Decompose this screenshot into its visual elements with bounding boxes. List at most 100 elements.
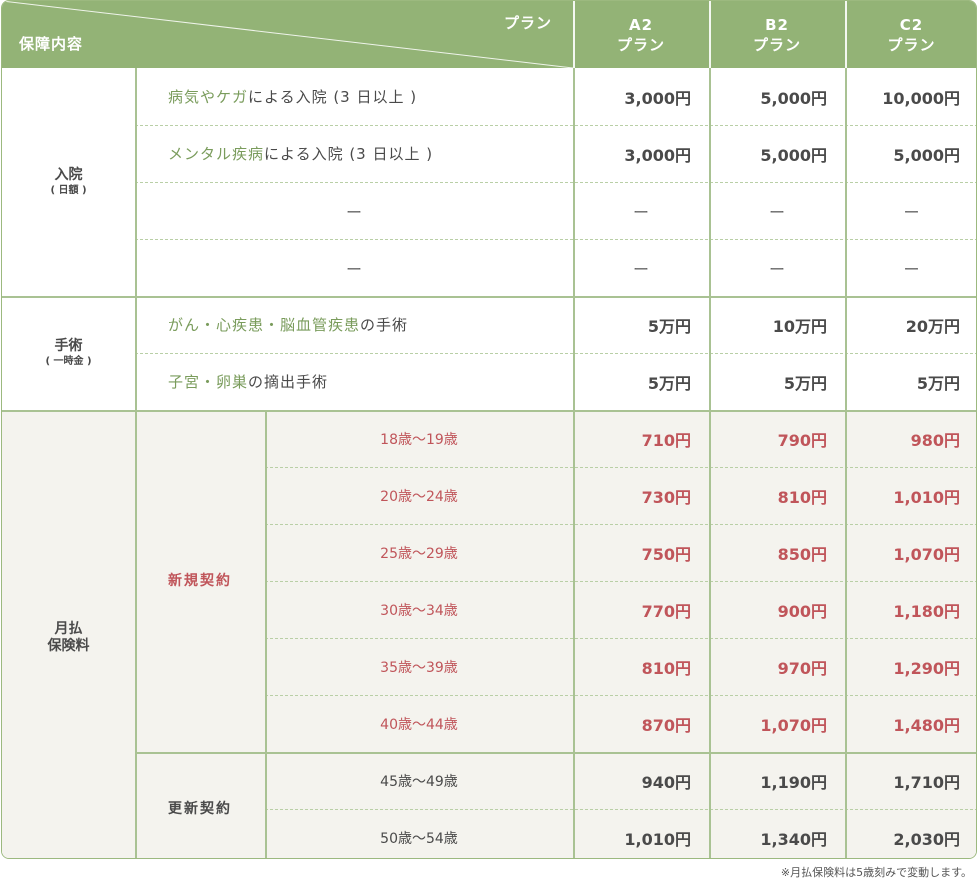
coverage-item: ー [345, 259, 362, 279]
price-cell: 710円 [641, 430, 691, 450]
category-sub: ( 一時金 ) [45, 356, 92, 367]
price-cell: 5万円 [916, 373, 960, 393]
coverage-item-text: による入院 (3 日以上 ) [264, 145, 434, 163]
category-title: 手術 [54, 338, 83, 354]
section-divider [2, 296, 976, 298]
age-range: 18歳〜19歳 [380, 431, 458, 448]
coverage-item: 病気やケガ による入院 (3 日以上 ) [135, 68, 573, 125]
price-cell: 1,480円 [893, 715, 960, 735]
price-cell: 1,290円 [893, 658, 960, 678]
renew-contract-label: 更新契約 [168, 800, 232, 817]
age-range: 20歳〜24歳 [380, 488, 458, 505]
price-cell: ー [768, 202, 785, 222]
price-cell: 980円 [910, 430, 960, 450]
age-range: 50歳〜54歳 [380, 830, 458, 847]
row-divider [265, 581, 976, 582]
row-divider [135, 239, 976, 240]
plan-a2-header: A2 プラン [573, 1, 709, 68]
price-cell: 940円 [641, 772, 691, 792]
table-header: 保障内容 プラン [2, 1, 976, 68]
col-divider [573, 68, 575, 858]
row-divider [265, 809, 976, 810]
row-divider [265, 524, 976, 525]
col-divider [709, 68, 711, 858]
coverage-item-text: の摘出手術 [248, 373, 329, 391]
header-divider [573, 1, 575, 68]
category-title: 月払 [54, 621, 83, 637]
category-surgery: 手術 ( 一時金 ) [2, 296, 135, 410]
coverage-item-highlight: 病気やケガ [168, 88, 249, 106]
price-cell: 1,070円 [893, 544, 960, 564]
section-divider [2, 410, 976, 412]
price-cell: 5,000円 [760, 145, 827, 165]
price-cell: 1,010円 [893, 487, 960, 507]
plan-suffix: プラン [752, 35, 801, 54]
category-title: 保険料 [47, 638, 90, 654]
price-cell: 870円 [641, 715, 691, 735]
age-range: 40歳〜44歳 [380, 716, 458, 733]
category-sub: ( 日額 ) [50, 185, 87, 196]
price-cell: 1,180円 [893, 601, 960, 621]
price-cell: 5万円 [783, 373, 827, 393]
price-cell: 1,340円 [760, 829, 827, 849]
price-cell: 20万円 [905, 316, 960, 336]
row-divider [135, 125, 976, 126]
price-cell: 5,000円 [760, 88, 827, 108]
premium-shade [2, 410, 976, 858]
price-cell: 10万円 [772, 316, 827, 336]
price-cell: ー [768, 259, 785, 279]
price-cell: 10,000円 [882, 88, 960, 108]
price-cell: ー [903, 202, 920, 222]
plan-code: A2 [628, 15, 654, 34]
plan-c2-header: C2 プラン [845, 1, 976, 68]
price-cell: 1,710円 [893, 772, 960, 792]
header-diagonal [2, 1, 573, 68]
price-cell: ー [903, 259, 920, 279]
plan-code: B2 [765, 15, 789, 34]
price-cell: 900円 [777, 601, 827, 621]
coverage-item: メンタル疾病 による入院 (3 日以上 ) [135, 125, 573, 182]
price-cell: 3,000円 [624, 88, 691, 108]
age-range: 30歳〜34歳 [380, 602, 458, 619]
coverage-item-highlight: メンタル疾病 [168, 145, 265, 163]
price-cell: ー [632, 202, 649, 222]
plan-suffix: プラン [887, 35, 936, 54]
price-cell: 850円 [777, 544, 827, 564]
group-divider [135, 752, 976, 754]
coverage-item-text: による入院 (3 日以上 ) [248, 88, 418, 106]
price-cell: 5万円 [647, 316, 691, 336]
coverage-header: 保障内容 [19, 35, 84, 53]
category-title: 入院 [54, 167, 83, 183]
row-divider [265, 695, 976, 696]
footnote: ※月払保険料は5歳刻みで変動します。 [780, 866, 972, 879]
price-cell: 730円 [641, 487, 691, 507]
header-divider [845, 1, 847, 68]
plan-suffix: プラン [616, 35, 665, 54]
coverage-item: 子宮・卵巣 の摘出手術 [135, 353, 573, 410]
header-divider [709, 1, 711, 68]
price-cell: 5,000円 [893, 145, 960, 165]
price-cell: 770円 [641, 601, 691, 621]
col-divider [265, 410, 267, 858]
plan-code: C2 [899, 15, 924, 34]
category-hospital: 入院 ( 日額 ) [2, 68, 135, 296]
age-range: 25歳〜29歳 [380, 545, 458, 562]
price-cell: 1,010円 [624, 829, 691, 849]
plan-header: プラン [504, 14, 553, 32]
category-premium: 月払 保険料 [2, 410, 135, 858]
coverage-item-text: の手術 [360, 316, 409, 334]
coverage-item-highlight: 子宮・卵巣 [168, 373, 249, 391]
price-cell: 3,000円 [624, 145, 691, 165]
price-cell: ー [632, 259, 649, 279]
row-divider [135, 182, 976, 183]
row-divider [265, 467, 976, 468]
coverage-item: ー [345, 202, 362, 222]
price-cell: 750円 [641, 544, 691, 564]
price-cell: 5万円 [647, 373, 691, 393]
plan-b2-header: B2 プラン [709, 1, 845, 68]
col-divider [845, 68, 847, 858]
age-range: 45歳〜49歳 [380, 773, 458, 790]
new-contract-label: 新規契約 [168, 572, 232, 589]
price-cell: 790円 [777, 430, 827, 450]
row-divider [265, 638, 976, 639]
